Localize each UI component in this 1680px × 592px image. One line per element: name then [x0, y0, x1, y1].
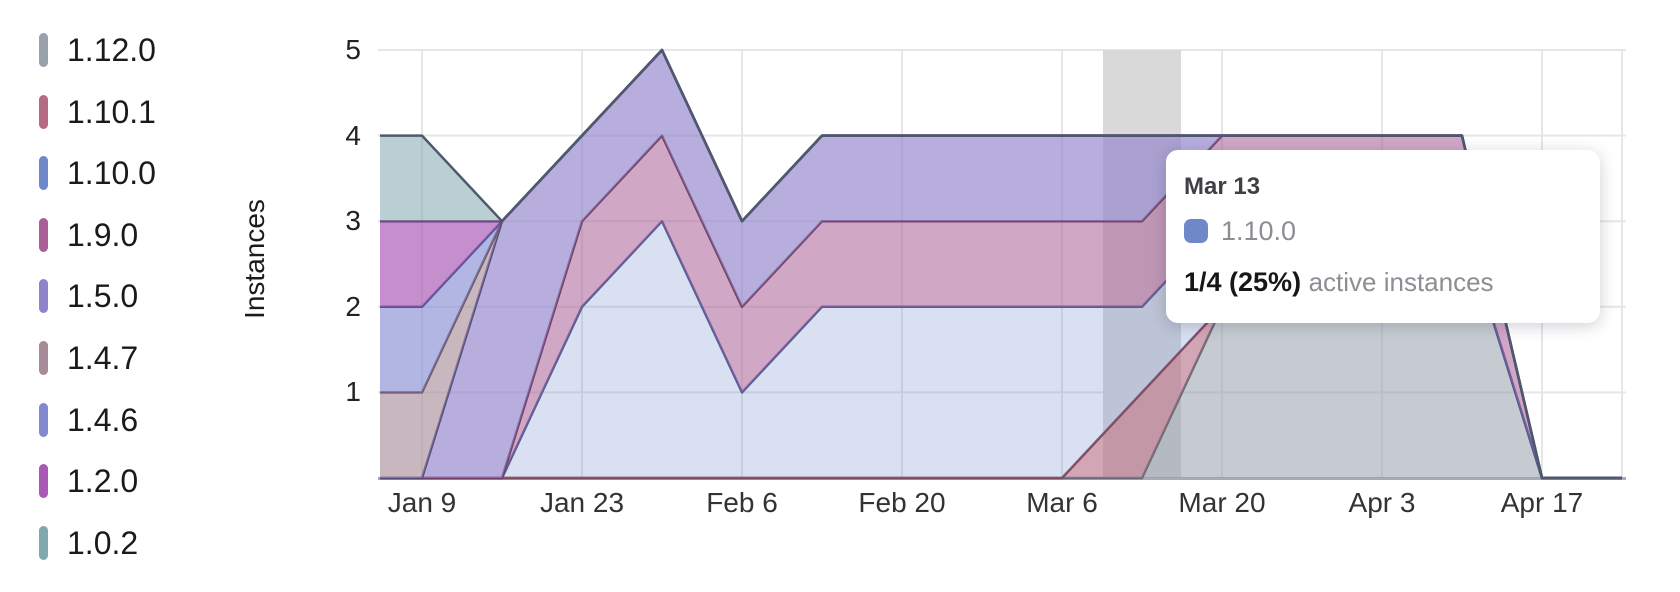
legend-swatch-1.2.0	[39, 464, 48, 499]
legend-item-1.9.0[interactable]: 1.9.0	[39, 216, 139, 253]
legend-item-1.12.0[interactable]: 1.12.0	[39, 33, 156, 67]
legend-swatch-1.4.6	[39, 402, 48, 437]
legend-label: 1.9.0	[67, 216, 139, 253]
area-series-1.5.0[interactable]	[380, 50, 1622, 478]
tooltip-series-row: 1.10.0	[1184, 216, 1580, 246]
x-tick-label-Apr-17: Apr 17	[1500, 487, 1584, 518]
x-tick-label-Jan-9: Jan 9	[387, 487, 457, 518]
legend-swatch-1.9.0	[39, 217, 48, 252]
legend-label: 1.0.2	[67, 524, 139, 561]
legend-item-1.4.6[interactable]: 1.4.6	[39, 401, 139, 438]
legend-label: 1.4.7	[67, 340, 139, 376]
chart-legend: 1.12.0 1.10.1 1.10.0 1.9.0 1.5.0 1.4.7 1.4.6 1.…	[0, 0, 230, 592]
x-tick-label-Jan-23: Jan 23	[539, 487, 625, 518]
legend-item-1.0.2[interactable]: 1.0.2	[39, 524, 139, 561]
x-tick-label-Feb-6: Feb 6	[706, 487, 778, 518]
legend-label: 1.12.0	[67, 32, 156, 68]
line-series-1.0.2	[380, 48, 1622, 480]
legend-swatch-1.4.7	[39, 341, 48, 375]
legend-item-1.4.7[interactable]: 1.4.7	[39, 341, 138, 375]
y-tick-label-2: 2	[345, 290, 361, 322]
chart-tooltip: Mar 13 1.10.0 1/4 (25%) active instances	[1166, 150, 1600, 323]
legend-swatch-1.5.0	[39, 279, 48, 314]
y-tick-label-5: 5	[345, 34, 361, 65]
legend-label: 1.5.0	[67, 278, 139, 315]
legend-swatch-1.10.1	[39, 94, 48, 129]
y-tick-label-3: 3	[345, 205, 361, 237]
tooltip-date: Mar 13	[1184, 173, 1261, 200]
x-tick-label-Mar-20: Mar 20	[1178, 487, 1266, 518]
tooltip-value-row: 1/4 (25%) active instances	[1184, 266, 1580, 298]
x-tick-label-Mar-6: Mar 6	[1026, 487, 1098, 518]
area-series-1.9.0[interactable]	[380, 135, 1622, 478]
legend-item-1.5.0[interactable]: 1.5.0	[39, 278, 139, 315]
y-tick-label-1: 1	[345, 376, 361, 408]
legend-swatch-1.12.0	[39, 33, 48, 67]
y-tick-label-4: 4	[345, 119, 361, 151]
legend-label: 1.10.1	[67, 93, 156, 130]
tooltip-series-name: 1.10.0	[1221, 216, 1297, 246]
x-tick-label-Feb-20: Feb 20	[858, 487, 946, 518]
legend-label: 1.4.6	[67, 401, 139, 438]
legend-label: 1.10.0	[67, 155, 156, 192]
legend-label: 1.2.0	[67, 463, 139, 500]
series-color-swatch	[1184, 219, 1208, 243]
area-series-1.12.0[interactable]	[380, 221, 1622, 478]
tooltip-value: 1/4 (25%)	[1184, 267, 1302, 297]
legend-item-1.10.1[interactable]: 1.10.1	[39, 93, 156, 130]
x-tick-label-Apr-3: Apr 3	[1348, 487, 1416, 518]
legend-item-1.10.0[interactable]: 1.10.0	[39, 155, 156, 192]
legend-item-1.2.0[interactable]: 1.2.0	[39, 463, 139, 500]
tooltip-value-suffix: active instances	[1308, 267, 1494, 297]
legend-swatch-1.10.0	[39, 156, 48, 191]
legend-swatch-1.0.2	[39, 525, 48, 560]
